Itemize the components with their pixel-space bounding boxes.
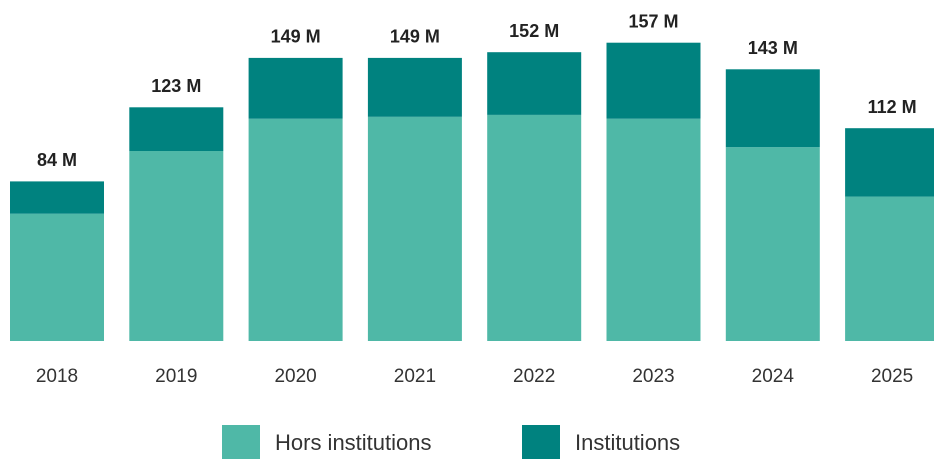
- x-tick-label: 2020: [274, 366, 316, 387]
- x-tick-label: 2021: [394, 366, 436, 387]
- legend-label: Hors institutions: [275, 430, 432, 455]
- bar-segment: [487, 114, 582, 342]
- total-label: 123 M: [151, 76, 201, 96]
- total-label: 157 M: [628, 11, 678, 31]
- bar-segment: [10, 213, 104, 341]
- bar-segment: [248, 118, 343, 341]
- bar-segment: [606, 118, 701, 341]
- total-label: 143 M: [748, 38, 798, 58]
- bar-segment: [487, 52, 582, 115]
- bar-segment: [845, 128, 934, 197]
- total-label: 152 M: [509, 21, 559, 41]
- bar-segment: [367, 116, 462, 341]
- total-label: 84 M: [37, 150, 77, 170]
- total-label: 149 M: [271, 27, 321, 47]
- x-tick-label: 2019: [155, 366, 197, 387]
- total-label: 112 M: [868, 97, 917, 117]
- bar-segment: [606, 42, 701, 119]
- bar-segment: [845, 196, 934, 341]
- bar-segment: [10, 181, 104, 214]
- bar-segment: [129, 151, 224, 341]
- x-tick-label: 2025: [871, 366, 913, 387]
- legend-swatch: [522, 425, 560, 459]
- bar-segment: [129, 107, 224, 151]
- x-tick-label: 2024: [752, 366, 795, 387]
- bar-segment: [725, 69, 820, 148]
- bar-segment: [367, 57, 462, 117]
- bar-segment: [248, 57, 343, 119]
- bar-segment: [725, 147, 820, 341]
- x-tick-label: 2023: [632, 366, 674, 387]
- legend-label: Institutions: [575, 430, 680, 455]
- total-label: 149 M: [390, 27, 440, 47]
- x-tick-label: 2022: [513, 366, 555, 387]
- x-tick-label: 2018: [36, 366, 78, 387]
- legend-swatch: [222, 425, 260, 459]
